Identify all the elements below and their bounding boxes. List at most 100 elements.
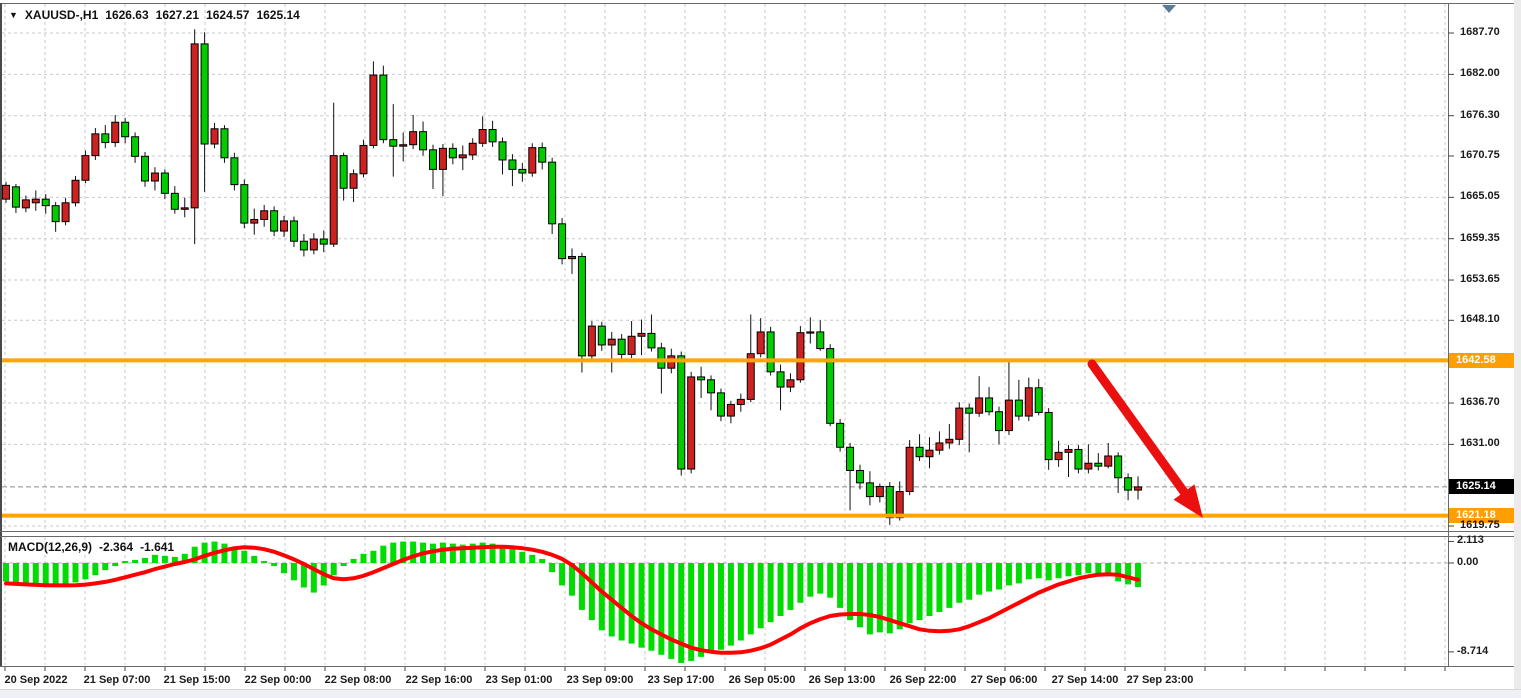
- macd-histogram-bar: [956, 563, 963, 603]
- candle-body-bear: [170, 192, 179, 210]
- quote-open: 1626.63: [105, 8, 149, 22]
- macd-histogram-bar: [459, 544, 466, 563]
- candle-body-bull: [796, 332, 805, 381]
- candle-body-bull: [736, 398, 745, 405]
- trend-arrow-head[interactable]: [1173, 484, 1204, 518]
- candle-body-bear: [270, 210, 279, 232]
- trend-arrow-shaft[interactable]: [1087, 359, 1189, 497]
- symbol-dropdown-icon[interactable]: ▼: [9, 10, 18, 20]
- macd-histogram-bar: [340, 563, 347, 567]
- candle-body-bear: [488, 128, 497, 143]
- macd-histogram-bar: [281, 563, 288, 574]
- macd-histogram-bar: [966, 563, 973, 600]
- candle-body-bear: [51, 205, 60, 223]
- bottom-scroll-band[interactable]: [0, 689, 1521, 698]
- macd-histogram-bar: [976, 563, 983, 595]
- chart-title: ▼ XAUUSD-,H1 1626.63 1627.21 1624.57 162…: [9, 8, 300, 22]
- price-axis-label: 1665.05: [1460, 190, 1500, 203]
- candle-body-bear: [299, 240, 308, 251]
- candle-body-bull: [687, 376, 696, 470]
- candle-body-bear: [240, 184, 249, 224]
- candle-body-bear: [448, 147, 457, 159]
- macd-histogram-bar: [271, 563, 278, 567]
- candle-body-bull: [975, 397, 984, 414]
- candle-body-bear: [131, 136, 140, 157]
- candle-body-bear: [538, 147, 547, 163]
- macd-histogram-bar: [489, 543, 496, 563]
- candle-body-bull: [71, 179, 80, 204]
- macd-histogram-bar: [300, 563, 307, 588]
- price-axis-label: 1648.10: [1460, 313, 1500, 326]
- macd-histogram-bar: [62, 563, 69, 585]
- candle-body-bear: [885, 485, 894, 519]
- candle-body-bear: [319, 238, 328, 245]
- candle-body-bear: [776, 371, 785, 388]
- time-axis-label: 27 Sep 23:00: [1126, 674, 1194, 686]
- price-axis-label: 1636.70: [1460, 396, 1500, 409]
- macd-histogram-bar: [777, 563, 784, 617]
- indicator-signal-value: -1.641: [140, 540, 175, 554]
- macd-histogram-bar: [837, 563, 844, 608]
- chart-shift-marker-icon[interactable]: [1162, 5, 1176, 13]
- candle-body-bear: [508, 159, 517, 170]
- candle-body-bear: [498, 141, 507, 161]
- candle-body-bear: [339, 155, 348, 189]
- candle-body-bull: [369, 74, 378, 146]
- candle-body-bull: [111, 121, 120, 144]
- macd-histogram-bar: [310, 563, 317, 593]
- candle-body-bull: [746, 353, 755, 400]
- macd-histogram-bar: [499, 545, 506, 563]
- candle-body-bull: [1104, 455, 1113, 467]
- macd-histogram-bar: [1065, 563, 1072, 577]
- macd-histogram-bar: [886, 563, 893, 634]
- candle-body-bear: [389, 139, 398, 147]
- time-axis-label: 21 Sep 15:00: [163, 674, 231, 686]
- macd-histogram-bar: [658, 563, 665, 655]
- candle-body-bear: [548, 161, 557, 225]
- time-axis-label: 23 Sep 01:00: [485, 674, 553, 686]
- macd-histogram-bar: [598, 563, 605, 631]
- macd-histogram-bar: [866, 563, 873, 635]
- macd-histogram-bar: [201, 542, 208, 563]
- macd-histogram-bar: [102, 563, 109, 571]
- candle-body-bull: [180, 207, 189, 210]
- macd-histogram-bar: [380, 545, 387, 563]
- candle-body-bear: [101, 133, 110, 144]
- quote-low: 1624.57: [206, 8, 250, 22]
- time-axis-label: 22 Sep 16:00: [405, 674, 473, 686]
- macd-histogram-bar: [717, 563, 724, 650]
- candle-body-bear: [716, 392, 725, 417]
- candle-body-bear: [230, 157, 239, 186]
- price-axis-label: 1676.30: [1460, 108, 1500, 121]
- quote-close: 1625.14: [256, 8, 300, 22]
- candle-body-bear: [816, 331, 825, 350]
- macd-histogram-bar: [370, 550, 377, 563]
- candle-body-bear: [1124, 477, 1133, 491]
- candle-body-bear: [677, 355, 686, 470]
- macd-histogram-bar: [151, 554, 158, 563]
- candle-body-bear: [707, 379, 716, 394]
- candle-body-bull: [627, 335, 636, 355]
- time-axis-label: 27 Sep 14:00: [1051, 674, 1119, 686]
- macd-histogram-bar: [449, 543, 456, 563]
- macd-histogram-bar: [1045, 563, 1052, 581]
- macd-axis-label: 0.00: [1457, 556, 1479, 568]
- candle-body-bull: [568, 255, 577, 260]
- macd-histogram-bar: [191, 546, 198, 563]
- macd-histogram-bar: [171, 556, 178, 563]
- candle-body-bear: [647, 332, 656, 349]
- indicator-main-value: -2.364: [99, 540, 134, 554]
- candle-body-bear: [11, 186, 20, 208]
- candle-body-bear: [985, 397, 994, 413]
- macd-histogram-bar: [122, 560, 129, 563]
- macd-histogram-bar: [360, 553, 367, 563]
- macd-histogram-bar: [231, 546, 238, 563]
- candle-body-bear: [855, 469, 864, 484]
- macd-histogram-bar: [142, 557, 149, 563]
- candle-body-bear: [1034, 387, 1043, 413]
- time-axis-label: 23 Sep 09:00: [566, 674, 634, 686]
- time-axis[interactable]: 20 Sep 2022 21 Sep 07:00 21 Sep 15:00 22 Se…: [0, 667, 1521, 689]
- candle-body-bull: [1134, 486, 1143, 491]
